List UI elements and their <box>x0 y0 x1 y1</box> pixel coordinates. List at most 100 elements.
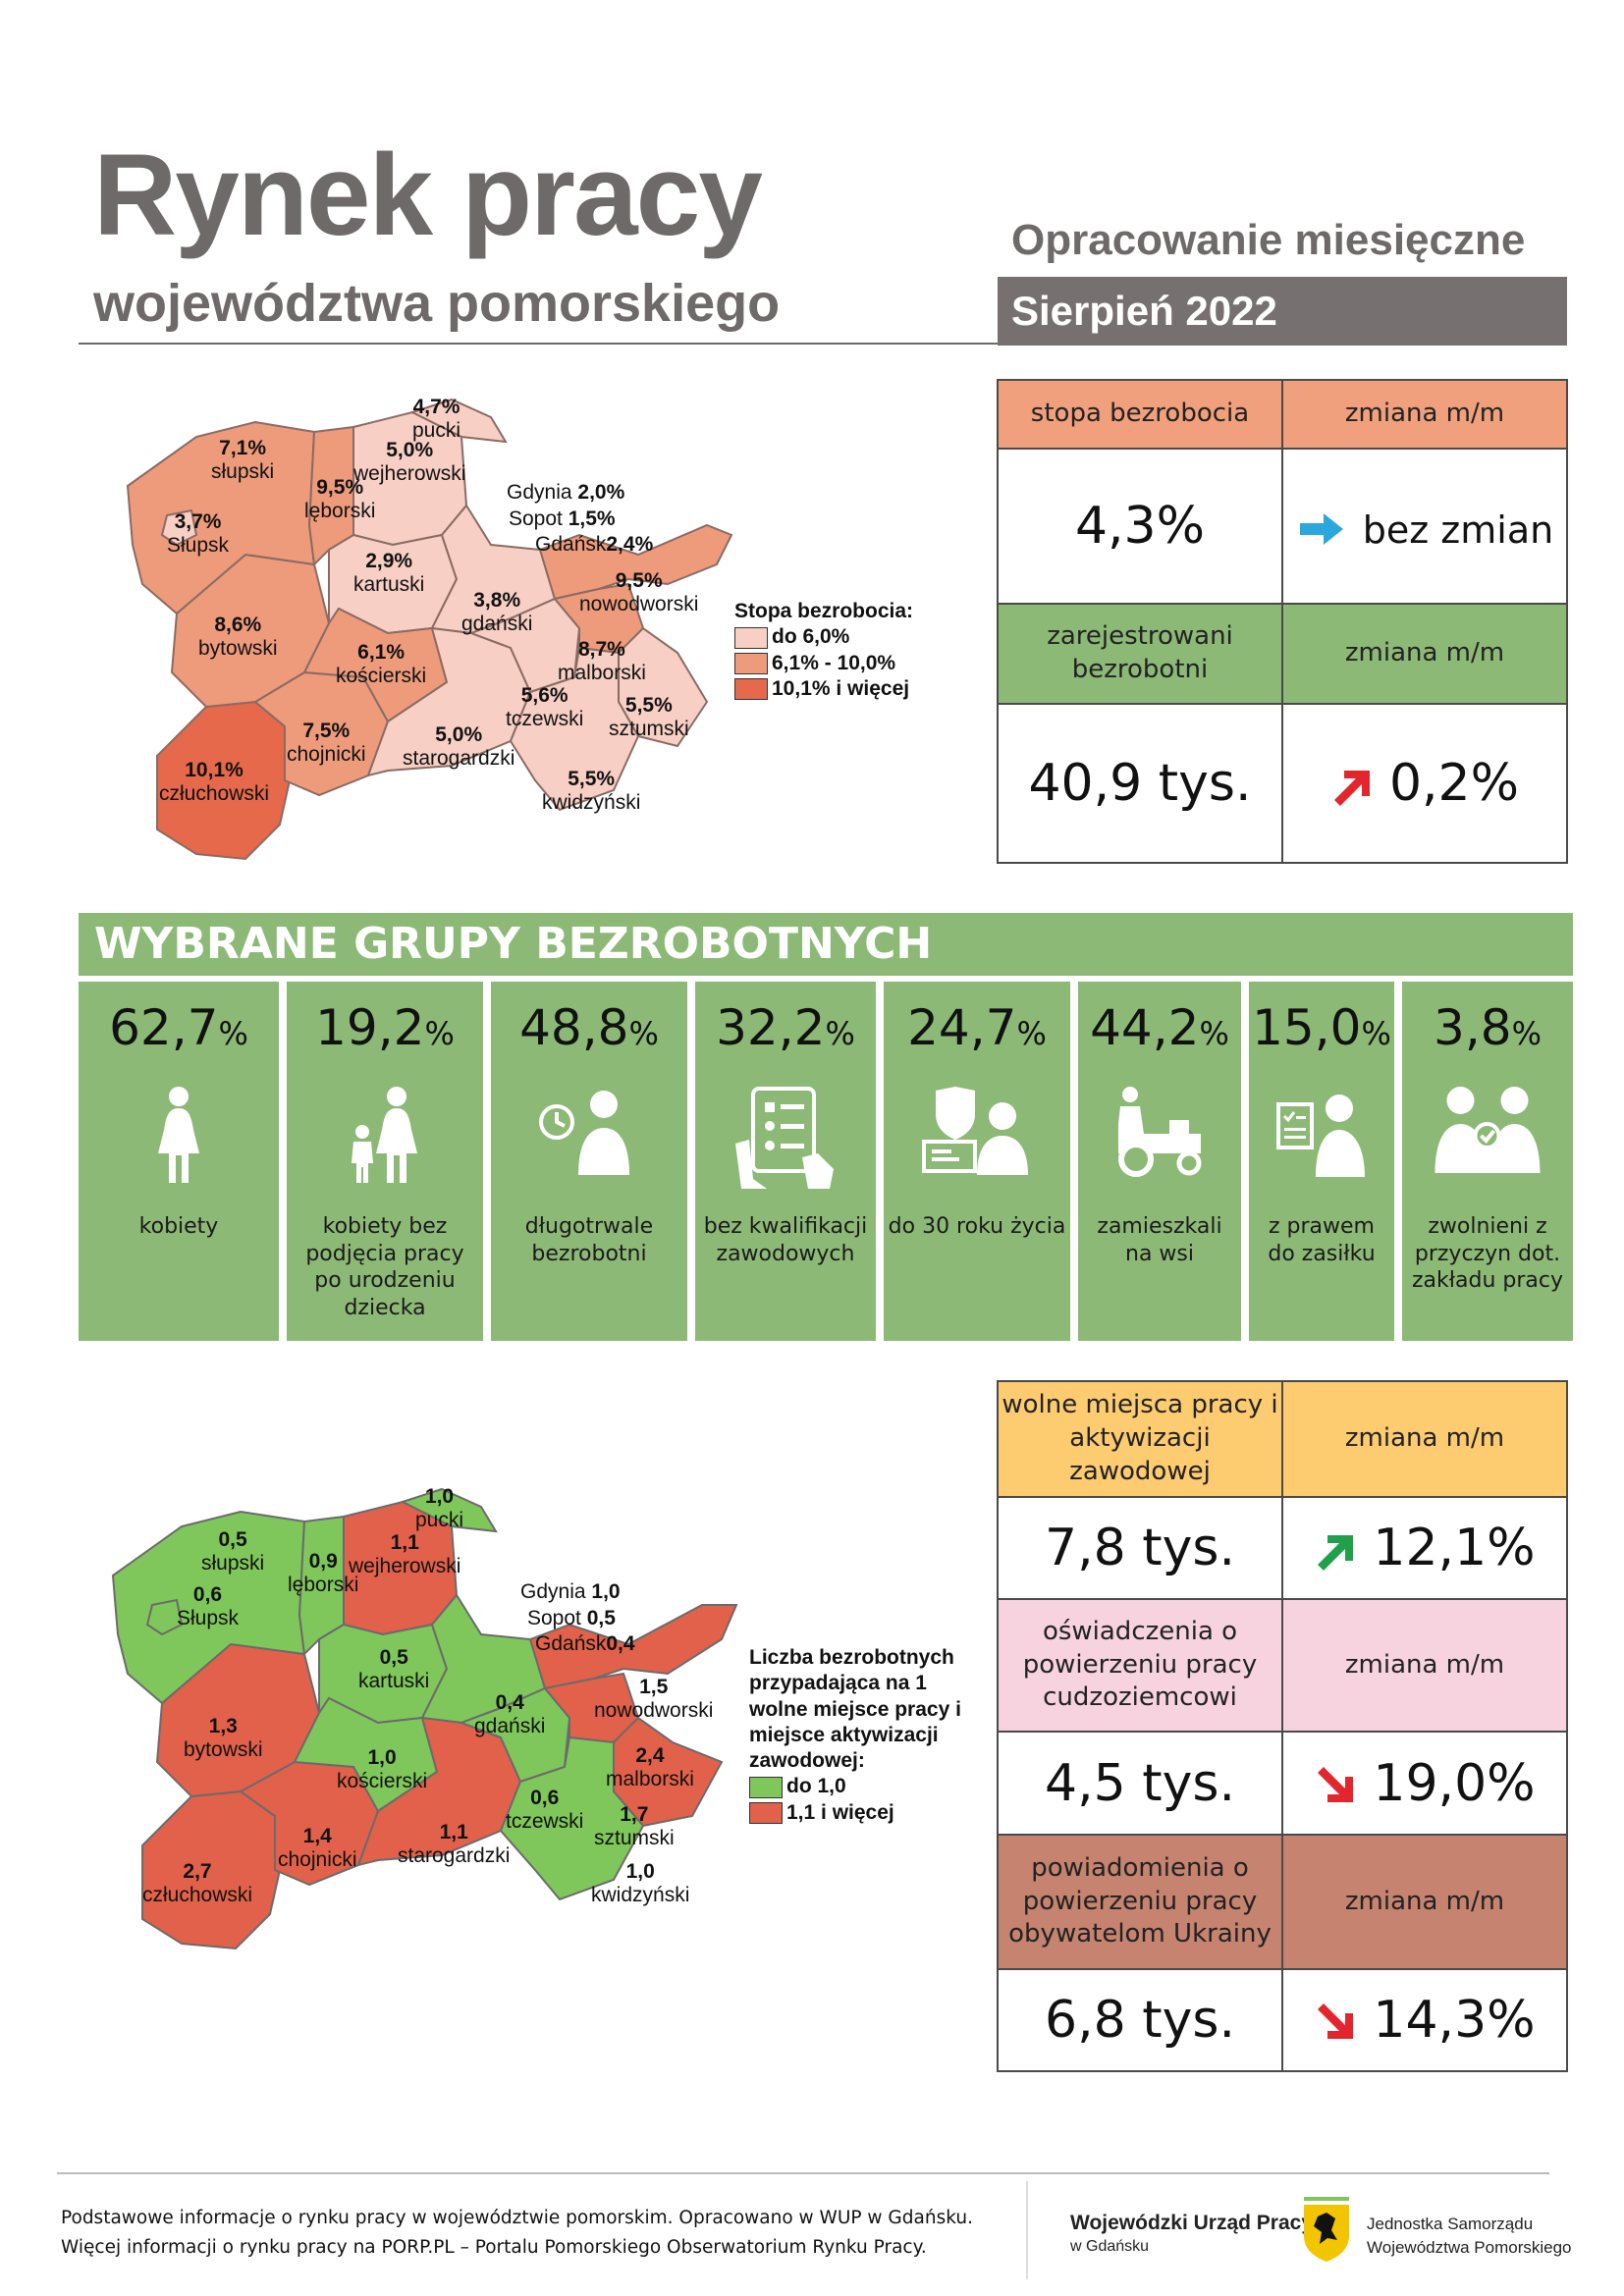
header-divider <box>79 343 1077 345</box>
map2-label-sopot: Sopot 0,5 <box>527 1607 616 1629</box>
group-card-rural: 44,2% zamieszkali na wsi <box>1078 982 1241 1341</box>
map2-label-slupsk: 0,6 Słupsk <box>177 1583 240 1629</box>
clock-person-icon <box>535 1085 643 1187</box>
map1-label-starogardzki: 5,0% starogardzki <box>403 723 515 770</box>
map1-label-leborski: 9,5% lęborski <box>304 476 376 522</box>
statements-change: 19,0% <box>1281 1731 1568 1836</box>
arrow-up-right-green-icon <box>1318 1535 1354 1571</box>
map2-legend: Liczba bezrobotnych przypadająca na 1 wo… <box>749 1645 985 1826</box>
rate-change-label: zmiana m/m <box>1281 379 1568 450</box>
statements-value: 4,5 tys. <box>997 1731 1283 1836</box>
map2-shape <box>111 1487 738 1950</box>
map1-legend-item: 10,1% i więcej <box>734 676 913 702</box>
pomorskie-coat-of-arms-icon <box>1304 2197 1349 2266</box>
wup-city: w Gdańsku <box>1070 2238 1150 2255</box>
groups-title: WYBRANE GRUPY BEZROBOTNYCH <box>79 913 1573 976</box>
map2-label-sztumski: 1,7 sztumski <box>594 1803 675 1849</box>
registered-change: 0,2% <box>1281 703 1568 864</box>
map2-legend-title: Liczba bezrobotnych przypadająca na 1 wo… <box>749 1646 961 1772</box>
group-value: 3,8% <box>1434 999 1542 1056</box>
map1-label-sopot: Sopot 1,5% <box>509 507 616 530</box>
map1-label-kartuski: 2,9% kartuski <box>353 550 425 596</box>
map2-label-kartuski: 0,5 kartuski <box>358 1646 430 1692</box>
map1-label-bytowski: 8,6% bytowski <box>198 614 278 660</box>
map2-label-leborski: 0,9 lęborski <box>288 1550 359 1596</box>
map1-legend: Stopa bezrobocia: do 6,0% 6,1% - 10,0% 1… <box>734 599 913 702</box>
group-label: kobiety <box>138 1214 219 1239</box>
map1-label-slupsk: 3,7% Słupsk <box>167 510 230 557</box>
group-value: 32,2% <box>716 999 855 1056</box>
map1-label-gdanski: 3,8% gdański <box>461 589 533 635</box>
notifications-change: 14,3% <box>1281 1968 1568 2072</box>
group-label: zamieszkali na wsi <box>1097 1214 1222 1266</box>
map1-label-gdynia: Gdynia 2,0% <box>507 481 625 504</box>
map2-label-bytowski: 1,3 bytowski <box>184 1715 263 1761</box>
map1-label-pucki: 4,7% pucki <box>412 396 461 442</box>
notifications-label: powiadomienia o powierzeniu pracy obywat… <box>997 1834 1283 1970</box>
arrow-down-right-red-icon <box>1318 1766 1354 1802</box>
young-person-computer-icon <box>918 1085 1036 1187</box>
map1-label-chojnicki: 7,5% chojnicki <box>287 720 366 766</box>
group-label: zwolnieni z przyczyn dot. zakładu pracy <box>1411 1214 1563 1293</box>
handshake-people-icon <box>1432 1085 1544 1182</box>
map2-label-koscierski: 1,0 kościerski <box>337 1746 428 1792</box>
footer-line2: Więcej informacji o rynku pracy na PORP.… <box>61 2236 927 2258</box>
js-line1: Jednostka Samorządu <box>1367 2215 1534 2233</box>
map2-legend-item: 1,1 i więcej <box>749 1800 985 1826</box>
notifications-value: 6,8 tys. <box>997 1968 1283 2072</box>
group-label: bez kwalifikacji zawodowych <box>703 1214 868 1266</box>
map2-label-malborski: 2,4 malborski <box>606 1744 694 1790</box>
footer-logos <box>1026 2181 1558 2279</box>
map2-label-pucki: 1,0 pucki <box>415 1485 464 1531</box>
registered-change-label: zmiana m/m <box>1281 603 1568 705</box>
group-value: 15,0% <box>1252 999 1391 1056</box>
arrow-right-icon <box>1299 513 1343 545</box>
vacancy-ratio-map: 1,0 pucki 0,5 słupski 1,1 wejherowski 0,9 lę… <box>103 1468 751 1958</box>
map2-legend-item: do 1,0 <box>749 1774 985 1799</box>
report-type: Opracowanie miesięczne <box>1011 216 1526 264</box>
arrow-down-right-red-icon <box>1318 2003 1354 2039</box>
map2-label-gdynia: Gdynia 1,0 <box>520 1580 621 1603</box>
group-label: długotrwale bezrobotni <box>524 1214 654 1266</box>
map1-label-nowodworski: 9,5% nowodworski <box>579 569 699 615</box>
map1-label-czluchowski: 10,1% człuchowski <box>159 759 270 805</box>
map2-label-wejherowski: 1,1 wejherowski <box>349 1531 461 1577</box>
vacancies-change: 12,1% <box>1281 1496 1568 1600</box>
map1-label-malborski: 8,7% malborski <box>558 638 646 684</box>
rate-label: stopa bezrobocia <box>997 379 1283 450</box>
map1-label-wejherowski: 5,0% wejherowski <box>353 439 466 485</box>
map1-label-tczewski: 5,6% tczewski <box>506 684 584 730</box>
group-card-long-term: 48,8% długotrwale bezrobotni <box>491 982 687 1341</box>
map1-label-slupski: 7,1% słupski <box>211 437 275 483</box>
arrow-up-right-red-icon <box>1333 771 1370 806</box>
map1-legend-item: 6,1% - 10,0% <box>734 651 913 676</box>
statements-change-label: zmiana m/m <box>1281 1598 1568 1733</box>
woman-icon <box>154 1085 203 1192</box>
group-value: 62,7% <box>109 999 248 1056</box>
map1-label-sztumski: 5,5% sztumski <box>609 694 689 740</box>
map1-shape <box>126 398 733 861</box>
group-card-mothers: 19,2% kobiety bez podjęcia pracy po urod… <box>287 982 483 1341</box>
map2-label-chojnicki: 1,4 chojnicki <box>278 1825 357 1871</box>
group-label: z prawem do zasiłku <box>1268 1214 1376 1266</box>
group-value: 44,2% <box>1090 999 1229 1056</box>
footer-line1: Podstawowe informacje o rynku pracy w wo… <box>61 2208 973 2228</box>
page-title: Rynek pracy <box>93 131 763 260</box>
map2-label-slupski: 0,5 słupski <box>201 1528 265 1575</box>
page-subtitle: województwa pomorskiego <box>93 274 781 333</box>
group-card-dismissed: 3,8% zwolnieni z przyczyn dot. zakładu p… <box>1402 982 1573 1341</box>
registered-value: 40,9 tys. <box>997 703 1283 864</box>
map2-label-nowodworski: 1,5 nowodworski <box>594 1676 714 1722</box>
map2-label-kwidzynski: 1,0 kwidzyński <box>591 1860 690 1906</box>
notifications-change-label: zmiana m/m <box>1281 1834 1568 1970</box>
registered-label: zarejestrowani bezrobotni <box>997 603 1283 705</box>
group-value: 24,7% <box>907 999 1047 1056</box>
group-value: 19,2% <box>315 999 455 1056</box>
vacancies-value: 7,8 tys. <box>997 1496 1283 1600</box>
rate-value: 4,3% <box>997 448 1283 605</box>
group-value: 48,8% <box>519 999 659 1056</box>
group-label: do 30 roku życia <box>888 1214 1066 1239</box>
offers-table: wolne miejsca pracy i aktywizacji zawodo… <box>997 1380 1568 2072</box>
checklist-tablet-icon <box>731 1085 839 1197</box>
map1-label-koscierski: 6,1% kościerski <box>336 641 427 687</box>
